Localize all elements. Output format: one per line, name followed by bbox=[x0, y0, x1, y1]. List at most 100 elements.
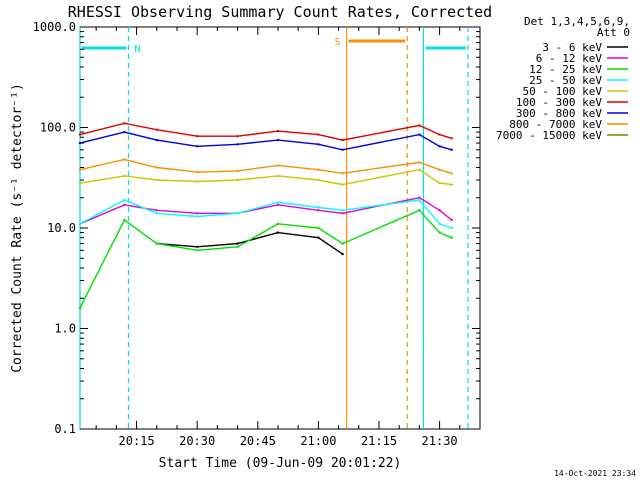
series-line bbox=[79, 158, 452, 175]
legend-entry-label: 50 - 100 keV bbox=[523, 85, 603, 98]
plot-frame bbox=[79, 26, 481, 430]
data-point bbox=[317, 206, 320, 209]
y-tick-label: 100.0 bbox=[40, 121, 76, 135]
y-tick-label: 1.0 bbox=[54, 322, 76, 336]
data-point bbox=[276, 174, 280, 178]
data-point bbox=[236, 169, 239, 173]
x-tick-label: 21:15 bbox=[361, 434, 397, 448]
y-tick-label: 0.1 bbox=[54, 422, 76, 436]
data-point bbox=[123, 203, 126, 206]
footer-timestamp: 14-Oct-2021 23:34 bbox=[554, 469, 636, 478]
legend-entry-label: 25 - 50 keV bbox=[529, 74, 602, 87]
x-axis-label: Start Time (09-Jun-09 20:01:22) bbox=[159, 456, 402, 471]
data-point bbox=[196, 212, 199, 215]
data-point bbox=[78, 222, 82, 225]
legend-entry-label: 100 - 300 keV bbox=[516, 96, 602, 109]
data-point bbox=[341, 172, 344, 175]
data-point bbox=[450, 148, 453, 151]
series-line bbox=[79, 209, 452, 309]
data-point bbox=[450, 183, 453, 186]
legend-header: Att 0 bbox=[597, 26, 630, 39]
data-point bbox=[418, 124, 421, 127]
y-tick-label: 10.0 bbox=[47, 221, 76, 235]
data-point bbox=[341, 138, 344, 142]
data-point bbox=[196, 145, 199, 148]
data-point bbox=[418, 161, 421, 164]
data-point bbox=[155, 178, 158, 182]
series-line bbox=[79, 122, 452, 141]
legend-entry-label: 300 - 800 keV bbox=[516, 107, 602, 120]
data-point bbox=[341, 209, 344, 212]
data-point bbox=[317, 168, 320, 171]
data-point bbox=[236, 242, 239, 245]
data-point bbox=[341, 252, 344, 256]
data-point bbox=[317, 209, 320, 212]
data-point bbox=[418, 196, 421, 199]
data-point bbox=[196, 249, 199, 252]
legend-header: Det 1,3,4,5,6,9, bbox=[524, 15, 630, 28]
legend-entry-label: 7000 - 15000 keV bbox=[496, 129, 602, 142]
series-layer bbox=[78, 122, 453, 310]
data-point bbox=[155, 128, 158, 131]
data-point bbox=[78, 168, 82, 171]
x-tick-label: 20:30 bbox=[179, 434, 215, 448]
y-axis-label: Corrected Count Rate (s⁻¹ detector⁻¹) bbox=[10, 83, 25, 373]
data-point bbox=[450, 226, 453, 230]
data-point bbox=[276, 201, 280, 204]
chart-title: RHESSI Observing Summary Count Rates, Co… bbox=[68, 3, 492, 21]
data-point bbox=[341, 242, 344, 245]
data-point bbox=[438, 145, 441, 148]
data-point bbox=[341, 183, 344, 186]
data-point bbox=[123, 122, 126, 125]
data-point bbox=[317, 143, 320, 146]
data-point bbox=[438, 209, 441, 212]
data-point bbox=[317, 133, 320, 136]
data-point bbox=[317, 226, 320, 230]
legend-entry-label: 12 - 25 keV bbox=[529, 63, 602, 76]
data-point bbox=[418, 133, 421, 136]
series-line bbox=[79, 168, 452, 186]
data-point bbox=[438, 168, 441, 171]
x-tick-label: 20:45 bbox=[240, 434, 276, 448]
legend-entry-label: 800 - 7000 keV bbox=[509, 118, 602, 131]
y-tick-label: 1000.0 bbox=[33, 20, 76, 34]
data-point bbox=[236, 178, 239, 182]
x-tick-label: 21:00 bbox=[300, 434, 336, 448]
data-point bbox=[196, 170, 199, 174]
data-point bbox=[341, 212, 344, 215]
data-point bbox=[78, 181, 82, 185]
data-point bbox=[78, 133, 82, 136]
data-point bbox=[236, 143, 239, 146]
data-point bbox=[123, 174, 126, 178]
data-point bbox=[317, 178, 320, 182]
data-point bbox=[123, 158, 126, 161]
data-point bbox=[196, 135, 199, 138]
data-point bbox=[276, 164, 280, 167]
data-point bbox=[450, 236, 453, 239]
data-point bbox=[196, 180, 199, 183]
y-axis: 0.1 1.0 10.0 100.0 1000.0 bbox=[33, 20, 480, 436]
data-point bbox=[276, 203, 280, 206]
legend-entry-label: 6 - 12 keV bbox=[536, 52, 603, 65]
data-point bbox=[438, 222, 441, 225]
data-point bbox=[418, 198, 421, 202]
data-point bbox=[418, 168, 421, 171]
data-point bbox=[78, 306, 82, 310]
x-axis: 20:15 20:30 20:45 21:00 21:15 21:30 bbox=[95, 27, 461, 448]
data-point bbox=[155, 138, 158, 142]
x-tick-label: 21:30 bbox=[422, 434, 458, 448]
series-line bbox=[156, 231, 343, 255]
data-point bbox=[276, 231, 280, 234]
x-tick-label: 20:15 bbox=[119, 434, 155, 448]
annotation-label: N bbox=[134, 44, 140, 55]
data-point bbox=[155, 242, 158, 245]
data-point bbox=[236, 245, 239, 248]
series-line bbox=[79, 131, 452, 151]
data-point bbox=[123, 218, 126, 222]
data-point bbox=[196, 215, 199, 218]
data-point bbox=[155, 209, 158, 212]
data-point bbox=[123, 130, 126, 134]
annotation-label: S bbox=[335, 37, 341, 48]
